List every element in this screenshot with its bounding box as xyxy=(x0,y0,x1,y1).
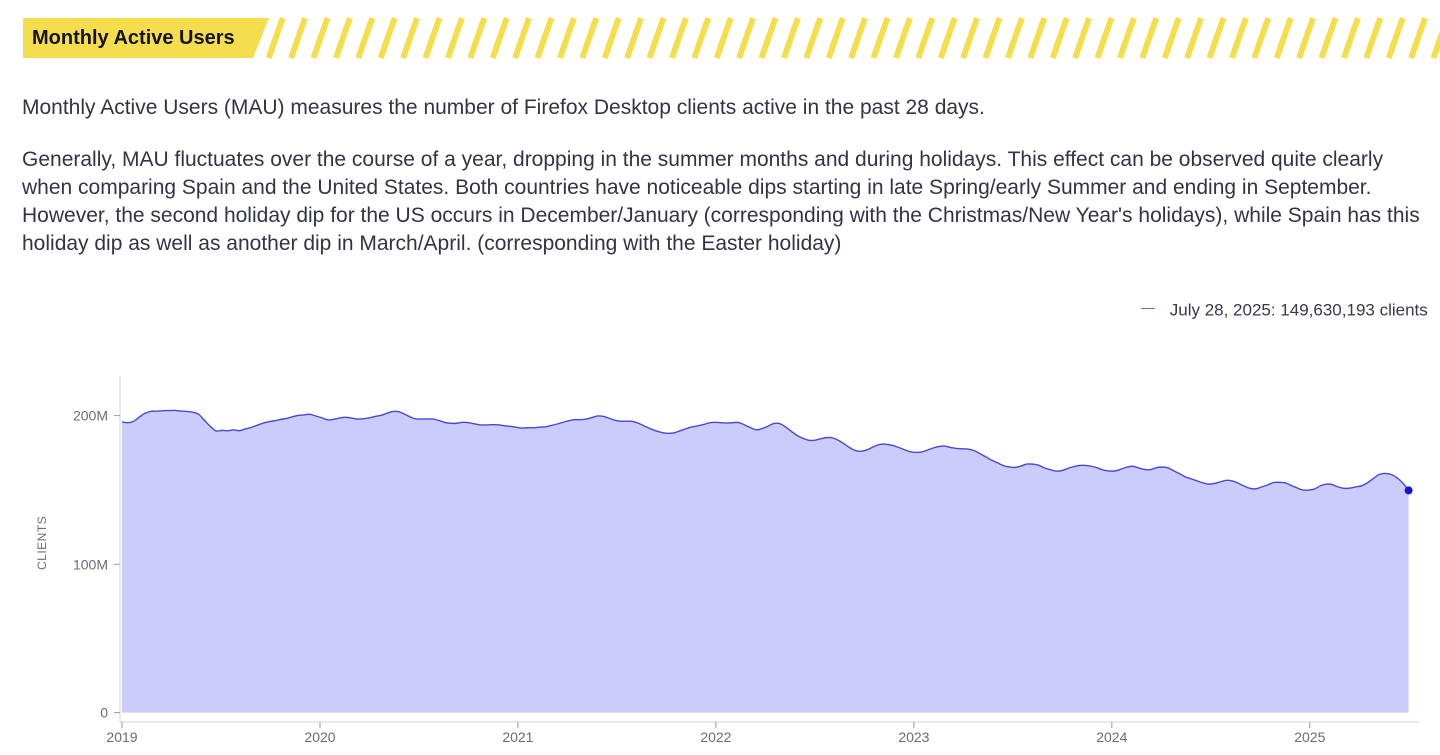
svg-text:0: 0 xyxy=(100,705,108,721)
svg-text:2020: 2020 xyxy=(304,729,335,745)
svg-text:2022: 2022 xyxy=(700,729,731,745)
svg-text:2019: 2019 xyxy=(106,729,137,745)
svg-text:100M: 100M xyxy=(73,556,108,572)
svg-text:2024: 2024 xyxy=(1096,729,1127,745)
svg-text:200M: 200M xyxy=(73,408,108,424)
svg-text:2023: 2023 xyxy=(898,729,929,745)
svg-text:2021: 2021 xyxy=(502,729,533,745)
svg-text:2025: 2025 xyxy=(1294,729,1325,745)
